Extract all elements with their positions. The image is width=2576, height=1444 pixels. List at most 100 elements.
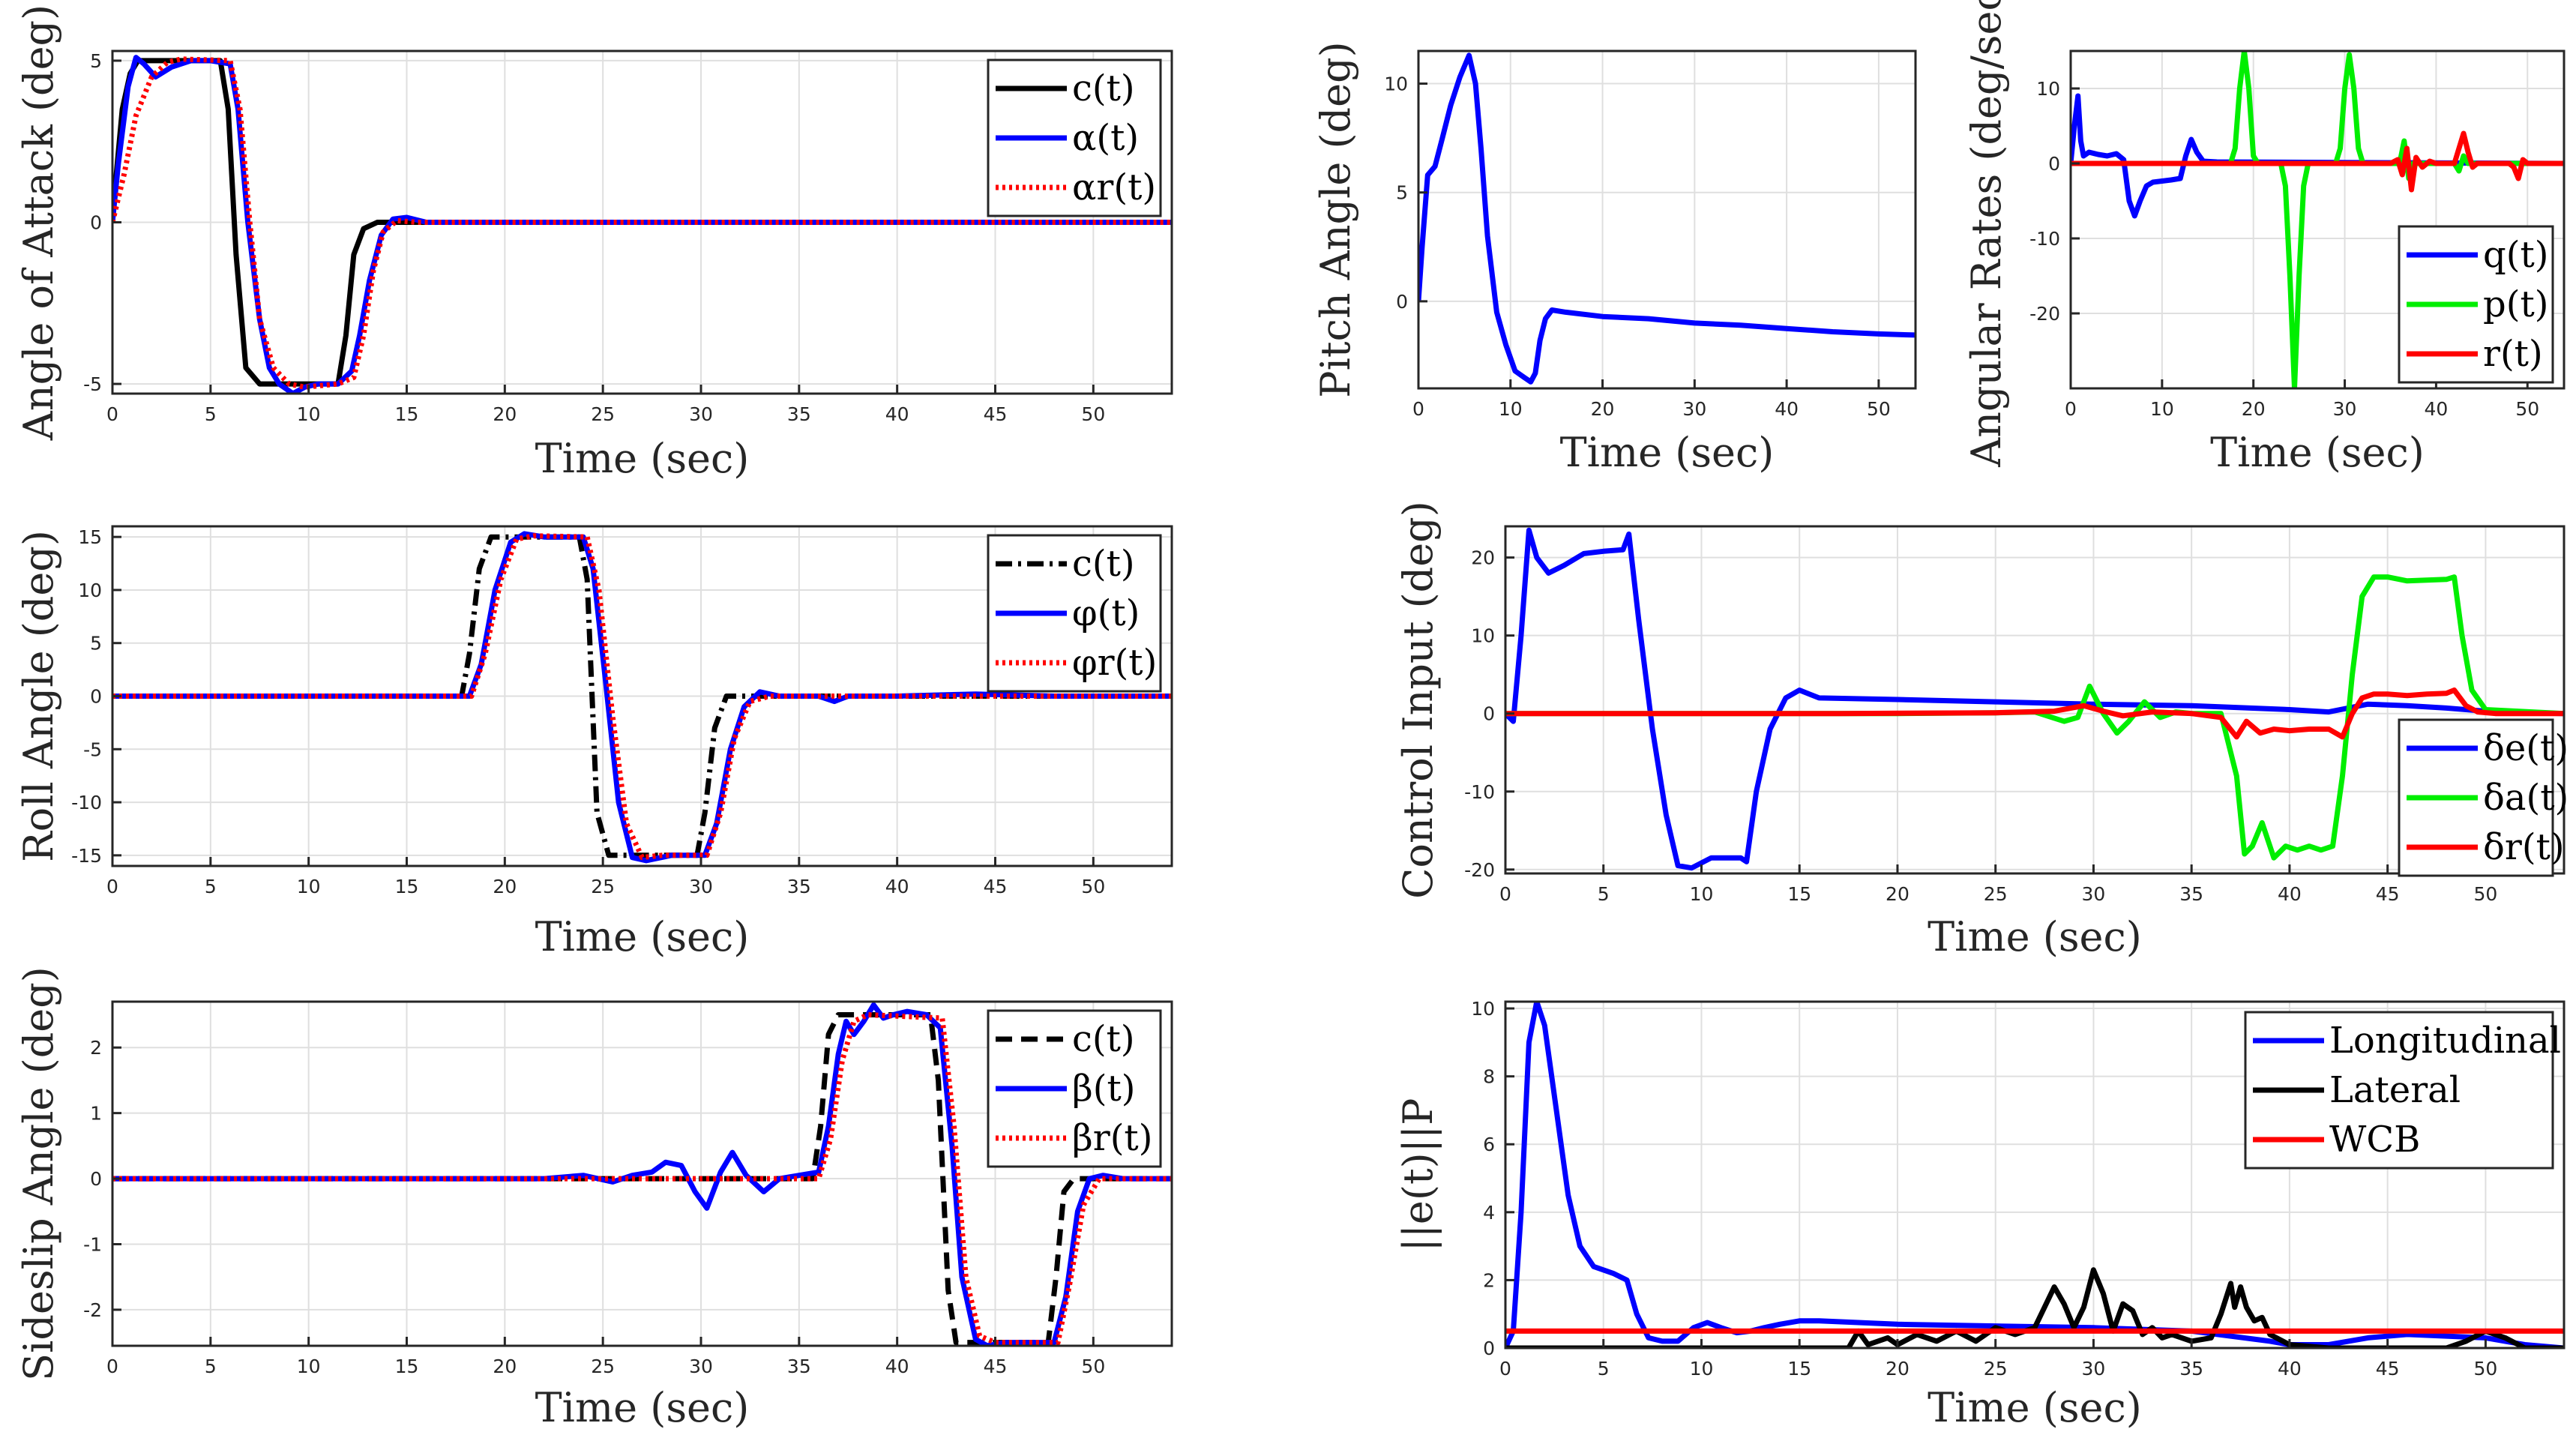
series-line-control-1	[1505, 574, 2564, 861]
series-line-roll-2	[112, 533, 1172, 861]
y-tick-label: 15	[78, 526, 102, 548]
legend-label: c(t)	[1072, 67, 1135, 109]
panel-sideslip: 0 5 10 15 20 25 30 35 40 45 50 -2 -1 0 1 2 Time (sec) Sid…	[15, 966, 1173, 1431]
y-tick-label: 8	[1483, 1066, 1495, 1088]
x-tick-label: 0	[2065, 398, 2077, 420]
legend: δe(t) δa(t) δr(t)	[2398, 718, 2569, 877]
x-tick-label: 20	[1886, 1358, 1910, 1380]
x-tick-label: 20	[2242, 398, 2266, 420]
x-tick-label: 50	[2515, 398, 2539, 420]
y-tick-label: 10	[1384, 73, 1408, 95]
y-tick-label: 10	[1471, 998, 1495, 1020]
x-tick-label: 30	[1682, 398, 1706, 420]
x-tick-label: 25	[591, 876, 615, 897]
y-tick-label: 5	[90, 50, 102, 72]
y-tick-label: 2	[1483, 1269, 1495, 1291]
x-tick-label: 45	[984, 876, 1008, 897]
x-tick-label: 25	[1984, 1358, 2008, 1380]
panel-pitch: 0 10 20 30 40 50 0 5 10 Time (sec) Pitch Angle (de…	[1312, 41, 1917, 476]
plot-area	[1418, 51, 1916, 388]
x-tick-label: 20	[1886, 883, 1910, 905]
x-tick-label: 5	[1598, 1358, 1610, 1380]
series-line-roll-0	[112, 534, 1172, 858]
x-tick-label: 20	[493, 403, 517, 425]
panel-error: 0 5 10 15 20 25 30 35 40 45 50 0 2 4 6 8 10 Time (sec) ||e…	[1394, 998, 2566, 1431]
x-tick-label: 35	[787, 876, 811, 897]
legend-label: Lateral	[2329, 1069, 2461, 1111]
y-tick-label: 10	[78, 580, 102, 601]
series-line-error-1	[1505, 1267, 2564, 1348]
y-tick-label: 0	[90, 1168, 102, 1190]
y-axis-label: ||e(t)||P	[1394, 1098, 1442, 1252]
x-axis-label: Time (sec)	[535, 913, 750, 960]
y-tick-label: -5	[83, 738, 102, 760]
x-tick-label: 40	[2278, 883, 2302, 905]
x-tick-label: 30	[2082, 883, 2106, 905]
y-tick-label: 1	[90, 1103, 102, 1125]
series-line-control-0	[1505, 527, 2564, 871]
x-tick-label: 20	[493, 876, 517, 897]
y-tick-label: 5	[90, 633, 102, 655]
panel-rates: 0 10 20 30 40 50 -20 -10 0 10 Time (sec) Angular Ra…	[1963, 0, 2566, 476]
x-tick-label: 5	[205, 403, 217, 425]
y-tick-label: -20	[1464, 859, 1495, 881]
legend-label: δa(t)	[2483, 777, 2569, 819]
legend-label: p(t)	[2483, 283, 2548, 325]
x-tick-label: 35	[2179, 883, 2203, 905]
x-tick-label: 5	[205, 1356, 217, 1377]
x-tick-label: 15	[1787, 883, 1811, 905]
x-tick-label: 10	[1690, 1358, 1714, 1380]
x-tick-label: 5	[205, 876, 217, 897]
x-tick-label: 40	[2278, 1358, 2302, 1380]
y-tick-label: 0	[90, 212, 102, 234]
x-tick-label: 30	[2082, 1358, 2106, 1380]
x-tick-label: 50	[2474, 883, 2498, 905]
x-tick-label: 15	[395, 1356, 419, 1377]
legend-label: Longitudinal	[2329, 1020, 2561, 1062]
x-tick-label: 10	[297, 876, 321, 897]
x-tick-label: 30	[689, 403, 713, 425]
x-axis-label: Time (sec)	[535, 1384, 750, 1431]
y-axis-label: Angular Rates (deg/sec)	[1963, 0, 2010, 468]
x-axis-label: Time (sec)	[1928, 913, 2142, 960]
legend-label: φr(t)	[1072, 642, 1157, 684]
x-tick-label: 0	[1412, 398, 1424, 420]
x-tick-label: 10	[297, 1356, 321, 1377]
series-line-aoa-2	[112, 56, 1172, 390]
x-tick-label: 45	[2376, 1358, 2400, 1380]
x-tick-label: 25	[591, 403, 615, 425]
x-tick-label: 0	[106, 1356, 118, 1377]
x-tick-label: 30	[689, 1356, 713, 1377]
x-tick-label: 0	[106, 403, 118, 425]
axes-frame	[2069, 49, 2566, 390]
y-axis-label: Control Input (deg)	[1394, 501, 1442, 899]
x-tick-label: 15	[395, 403, 419, 425]
axes-frame	[1504, 525, 2566, 875]
x-tick-label: 25	[1984, 883, 2008, 905]
x-tick-label: 45	[2376, 883, 2400, 905]
y-tick-label: -5	[83, 373, 102, 395]
x-tick-label: 0	[1499, 883, 1511, 905]
series-line-pitch-0	[1418, 52, 1916, 385]
x-tick-label: 0	[106, 876, 118, 897]
x-tick-label: 40	[885, 876, 909, 897]
x-tick-label: 30	[689, 876, 713, 897]
legend: c(t) β(t) βr(t)	[987, 1009, 1162, 1168]
y-tick-label: 0	[2048, 153, 2060, 175]
legend-label: r(t)	[2483, 333, 2543, 375]
y-tick-label: -2	[83, 1299, 102, 1321]
y-tick-label: -20	[2029, 303, 2060, 325]
y-tick-label: 0	[90, 686, 102, 708]
legend-label: c(t)	[1072, 543, 1135, 585]
legend-label: φ(t)	[1072, 592, 1140, 634]
x-tick-label: 10	[1499, 398, 1523, 420]
x-tick-label: 5	[1598, 883, 1610, 905]
legend-label: q(t)	[2483, 234, 2548, 276]
y-tick-label: -10	[71, 792, 102, 813]
legend-label: δr(t)	[2483, 826, 2565, 868]
legend: q(t) p(t) r(t)	[2398, 225, 2554, 384]
y-tick-label: 2	[90, 1037, 102, 1059]
x-tick-label: 50	[2474, 1358, 2498, 1380]
x-tick-label: 0	[1499, 1358, 1511, 1380]
